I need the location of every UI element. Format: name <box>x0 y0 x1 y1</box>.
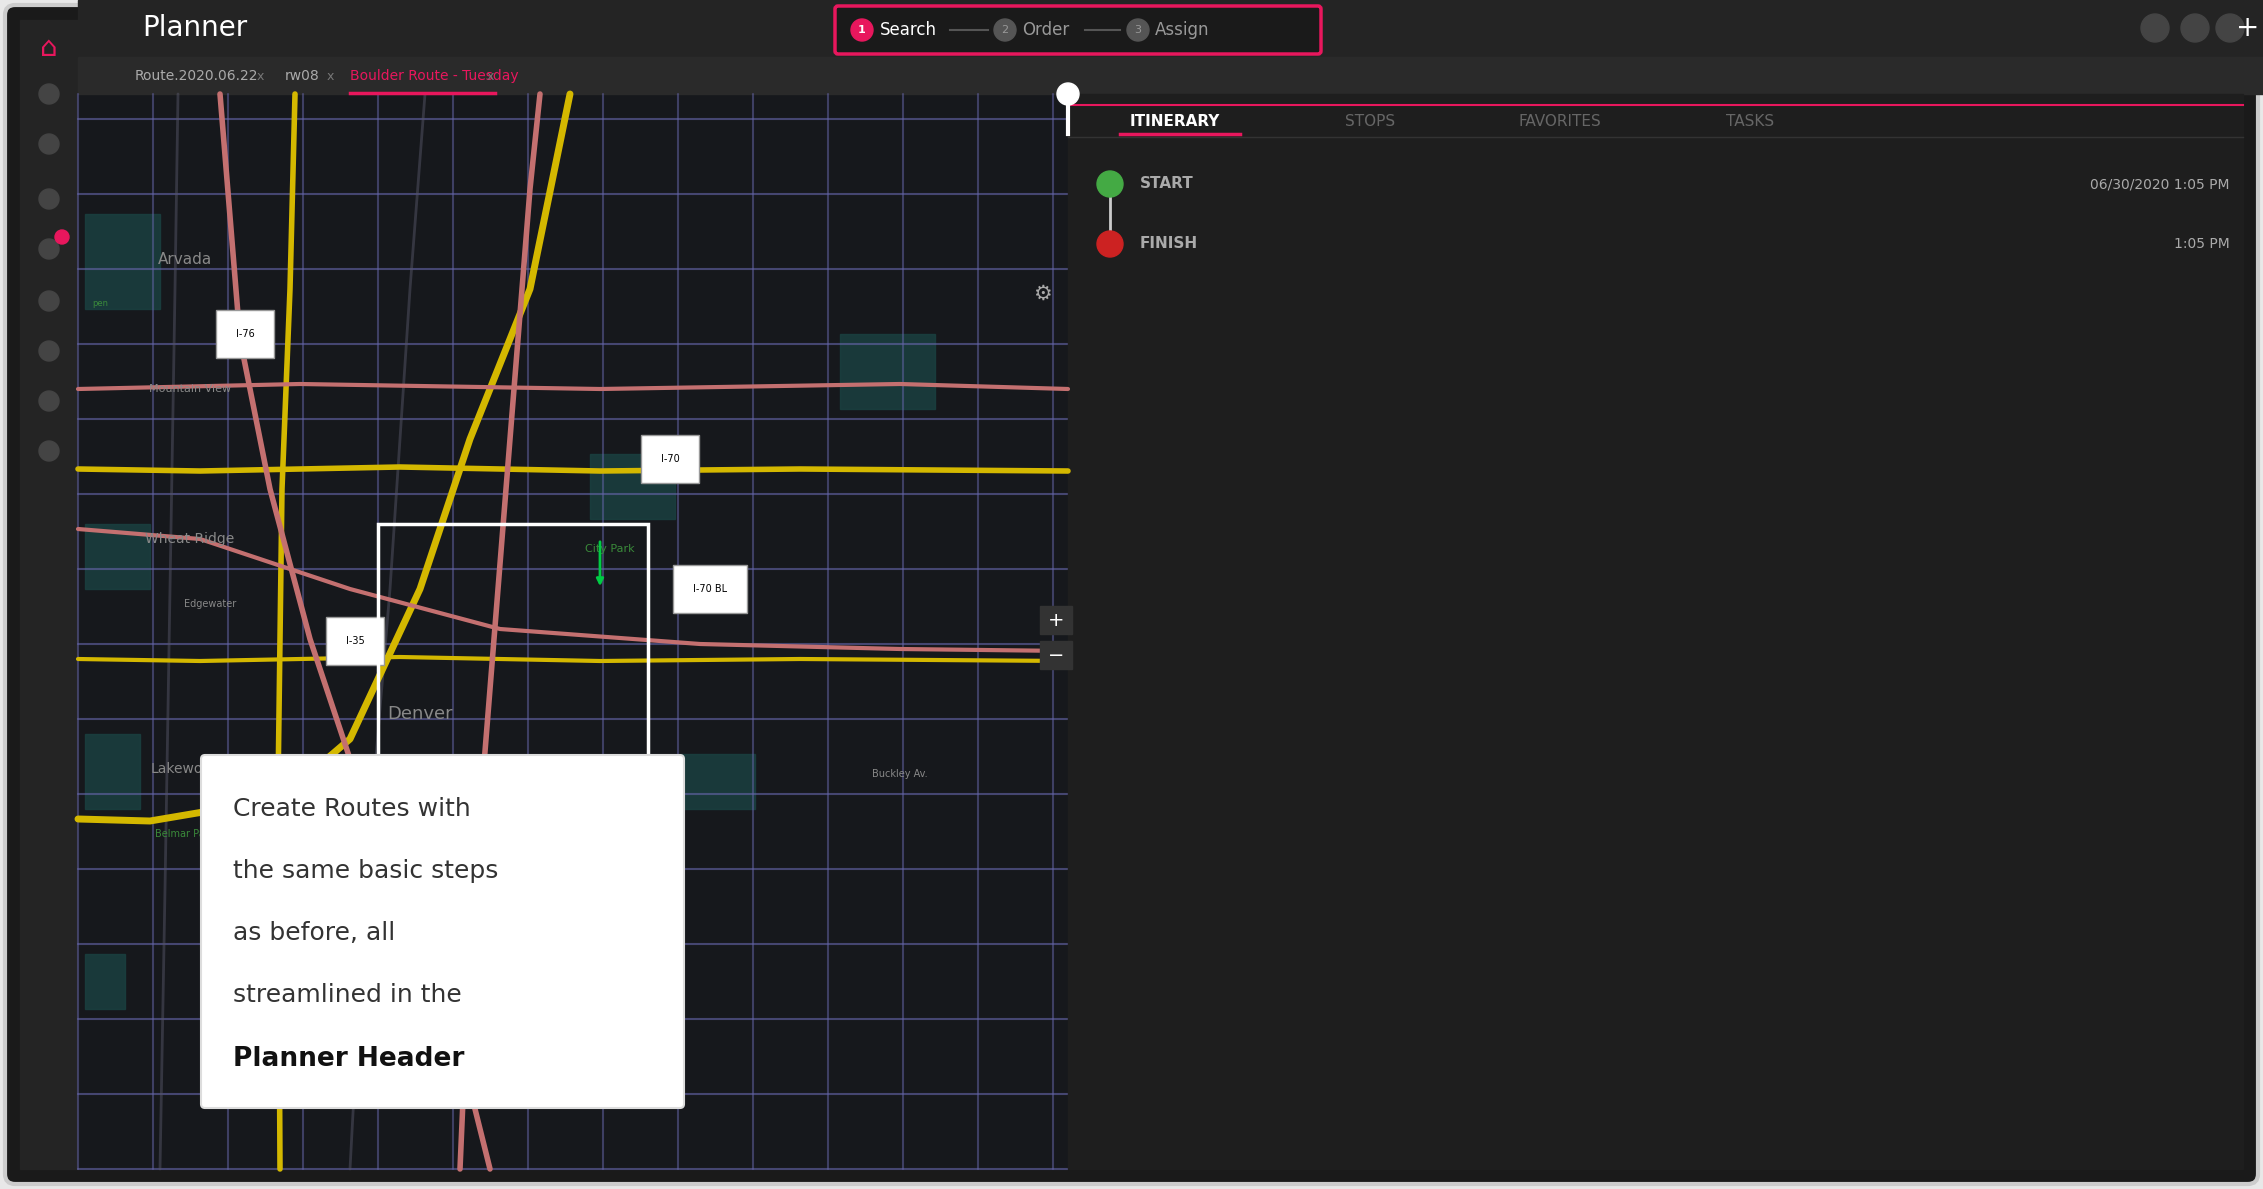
Circle shape <box>1098 231 1122 257</box>
Text: as before, all: as before, all <box>233 921 396 945</box>
Text: TASKS: TASKS <box>1727 113 1774 128</box>
Bar <box>86 954 124 1009</box>
Text: −: − <box>1048 646 1064 665</box>
Text: Assign: Assign <box>1154 21 1208 39</box>
Text: I-70 BL: I-70 BL <box>692 584 726 594</box>
Text: Arvada: Arvada <box>158 252 213 266</box>
Text: 06/30/2020 1:05 PM: 06/30/2020 1:05 PM <box>2091 177 2229 191</box>
Text: Mountain View: Mountain View <box>149 384 231 394</box>
Circle shape <box>54 229 68 244</box>
Text: START: START <box>1141 176 1195 191</box>
Text: Belmar Park: Belmar Park <box>156 829 215 839</box>
Bar <box>1041 641 1073 669</box>
Bar <box>86 524 149 589</box>
Circle shape <box>1127 19 1150 40</box>
Text: ⌂: ⌂ <box>41 34 59 62</box>
Circle shape <box>38 84 59 103</box>
Circle shape <box>1098 171 1122 197</box>
Bar <box>77 57 2263 94</box>
Circle shape <box>1057 83 1079 105</box>
Bar <box>378 524 647 833</box>
Text: ITINERARY: ITINERARY <box>1129 113 1220 128</box>
Bar <box>20 20 77 1169</box>
Text: Create Routes with: Create Routes with <box>233 797 471 820</box>
Text: Edgewater: Edgewater <box>183 599 235 609</box>
Circle shape <box>2141 14 2168 42</box>
Text: 2: 2 <box>1003 25 1009 34</box>
Bar <box>591 454 674 520</box>
Text: streamlined in the: streamlined in the <box>233 983 462 1007</box>
Text: Route.2020.06.22: Route.2020.06.22 <box>136 69 258 83</box>
Bar <box>77 0 2263 57</box>
Text: x: x <box>487 69 493 82</box>
Text: FAVORITES: FAVORITES <box>1518 113 1602 128</box>
Circle shape <box>2215 14 2245 42</box>
Text: Denver: Denver <box>387 705 453 723</box>
Text: +: + <box>2236 14 2261 42</box>
Circle shape <box>993 19 1016 40</box>
Circle shape <box>851 19 874 40</box>
Bar <box>86 734 140 809</box>
Text: I-76: I-76 <box>235 329 253 339</box>
Text: Buckley Av.: Buckley Av. <box>871 769 928 779</box>
FancyBboxPatch shape <box>835 6 1322 54</box>
Text: pen: pen <box>93 300 109 308</box>
Circle shape <box>38 441 59 461</box>
Text: the same basic steps: the same basic steps <box>233 858 498 883</box>
Text: Search: Search <box>880 21 937 39</box>
Text: Planner Header: Planner Header <box>233 1046 464 1072</box>
Text: 1: 1 <box>858 25 867 34</box>
Text: STOPS: STOPS <box>1344 113 1394 128</box>
Text: x: x <box>326 69 333 82</box>
Circle shape <box>38 391 59 411</box>
Text: ⚙: ⚙ <box>1032 284 1052 304</box>
Text: rw08: rw08 <box>285 69 319 83</box>
Text: I-35: I-35 <box>346 636 364 646</box>
Bar <box>840 334 935 409</box>
Circle shape <box>2182 14 2209 42</box>
FancyBboxPatch shape <box>5 5 2258 1184</box>
Bar <box>679 754 756 809</box>
Text: FINISH: FINISH <box>1141 237 1197 252</box>
Text: 3: 3 <box>1134 25 1141 34</box>
Text: City Park: City Park <box>586 545 636 554</box>
Bar <box>1041 606 1073 634</box>
Circle shape <box>38 134 59 155</box>
Text: Planner: Planner <box>143 14 247 42</box>
Text: 1:05 PM: 1:05 PM <box>2175 237 2229 251</box>
Text: Lakewood: Lakewood <box>149 762 220 776</box>
Circle shape <box>38 341 59 361</box>
Bar <box>77 94 1068 1169</box>
Text: Wheat Ridge: Wheat Ridge <box>145 531 235 546</box>
Circle shape <box>38 189 59 209</box>
Text: I-70: I-70 <box>661 454 679 464</box>
Text: +: + <box>1048 610 1064 629</box>
Text: Order: Order <box>1023 21 1068 39</box>
FancyBboxPatch shape <box>201 755 683 1108</box>
Bar <box>86 214 161 309</box>
Circle shape <box>38 291 59 312</box>
Text: x: x <box>256 69 265 82</box>
Bar <box>1068 94 2243 1169</box>
Circle shape <box>38 239 59 259</box>
Text: Boulder Route - Tuesday: Boulder Route - Tuesday <box>351 69 518 83</box>
